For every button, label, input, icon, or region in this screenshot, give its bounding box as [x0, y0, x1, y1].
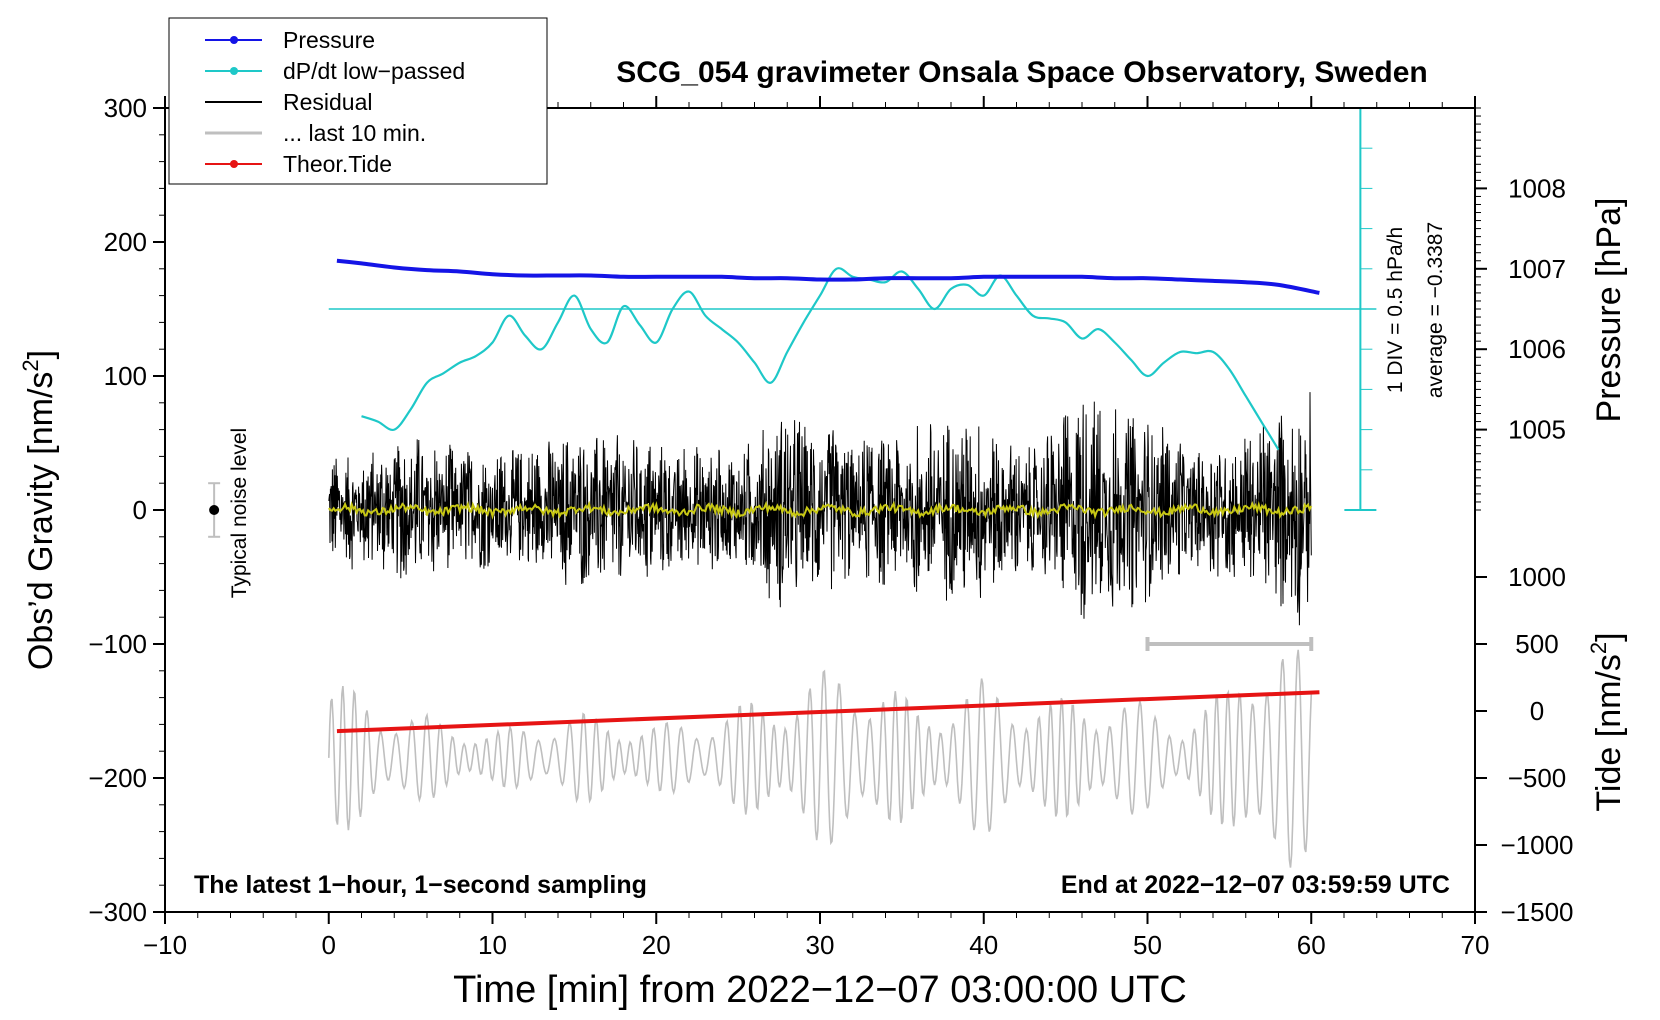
residual-series — [328, 392, 1312, 626]
noise-center-dot — [209, 505, 220, 515]
tide-tick-label: 500 — [1515, 629, 1558, 659]
y-tick-label: 200 — [104, 227, 147, 257]
x-tick-label: 50 — [1133, 930, 1162, 960]
dpdt-scale-label: 1 DIV = 0.5 hPa/h — [1384, 227, 1407, 393]
last-10-min-line — [328, 649, 1313, 868]
bottom-left-note: The latest 1−hour, 1−second sampling — [194, 871, 647, 899]
x-tick-label: −10 — [143, 930, 187, 960]
pressure-line — [336, 258, 1320, 295]
legend-marker — [230, 67, 238, 75]
x-tick-label: 10 — [478, 930, 507, 960]
tide-tick-label: −1000 — [1500, 830, 1573, 860]
legend: Pressure dP/dt low−passed Residual ... last… — [168, 17, 548, 185]
tide-axis-label: Tide [nm/s2] — [1586, 632, 1628, 811]
pressure-axis-label: Pressure [hPa] — [1590, 198, 1628, 423]
axes: −10 0 10 20 30 40 50 60 703002001000−100−200−300… — [88, 93, 1573, 960]
legend-label: Residual — [283, 89, 373, 115]
bottom-right-note: End at 2022−12−07 03:59:59 UTC — [1061, 871, 1450, 899]
legend-label: Theor.Tide — [283, 151, 392, 177]
pressure-tick-label: 1006 — [1508, 334, 1566, 364]
x-axis-label: Time [min] from 2022−12−07 03:00:00 UTC — [453, 969, 1187, 1011]
pressure-series — [336, 258, 1320, 295]
legend-marker — [230, 36, 238, 44]
pressure-tick-label: 1005 — [1508, 415, 1566, 445]
residual-smoothed-series — [328, 500, 1313, 520]
x-tick-label: 40 — [969, 930, 998, 960]
theor-tide-series — [336, 690, 1320, 734]
dpdt-average-label: average = −0.3387 — [1424, 222, 1447, 398]
x-tick-label: 70 — [1461, 930, 1490, 960]
pressure-tick-label: 1007 — [1508, 254, 1566, 284]
theor-tide-line — [336, 690, 1320, 734]
y-tick-label: 100 — [104, 361, 147, 391]
y-tick-label: −100 — [88, 629, 147, 659]
x-tick-label: 30 — [806, 930, 835, 960]
chart-title: SCG_054 gravimeter Onsala Space Observat… — [616, 56, 1428, 89]
tide-tick-label: 1000 — [1508, 562, 1566, 592]
tide-tick-label: −1500 — [1500, 897, 1573, 927]
residual-smoothed-line — [328, 500, 1313, 520]
tide-tick-label: −500 — [1508, 763, 1567, 793]
x-tick-label: 60 — [1297, 930, 1326, 960]
pressure-tick-label: 1008 — [1508, 173, 1566, 203]
annotations — [208, 107, 1377, 651]
y-tick-label: 300 — [104, 93, 147, 123]
legend-label: ... last 10 min. — [283, 120, 426, 146]
noise-level-label: Typical noise level — [228, 428, 251, 598]
x-tick-label: 0 — [322, 930, 336, 960]
y-axis-label: Obs’d Gravity [nm/s2] — [18, 350, 60, 670]
y-tick-label: 0 — [133, 495, 147, 525]
dpdt-series — [361, 267, 1280, 451]
legend-label: dP/dt low−passed — [283, 58, 465, 84]
y-tick-label: −300 — [88, 897, 147, 927]
dpdt-line — [361, 267, 1280, 451]
last-10-min-series — [328, 649, 1313, 868]
residual-line — [328, 392, 1312, 626]
legend-marker — [230, 160, 238, 168]
y-tick-label: −200 — [88, 763, 147, 793]
x-tick-label: 20 — [642, 930, 671, 960]
tide-tick-label: 0 — [1530, 696, 1544, 726]
legend-label: Pressure — [283, 27, 375, 53]
